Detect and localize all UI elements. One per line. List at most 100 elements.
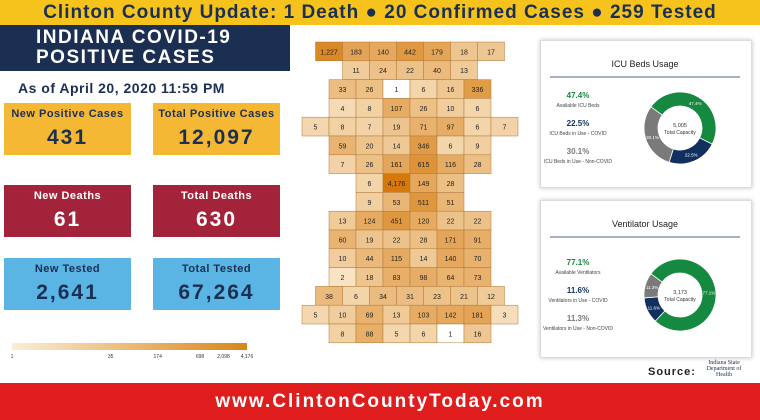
source-label: Source:	[648, 366, 696, 378]
county-label: 22	[447, 219, 455, 226]
county-label: 19	[393, 125, 401, 132]
county-label: 97	[447, 125, 455, 132]
legend-value: 22.5%	[567, 119, 590, 128]
county-label: 6	[368, 181, 372, 188]
as-of: As of April 20, 2020 11:59 PM	[18, 80, 225, 96]
banner: Clinton County Update: 1 Death ● 20 Conf…	[0, 0, 760, 25]
county-label: 442	[404, 49, 416, 56]
county-label: 115	[391, 256, 402, 263]
county-label: 70	[474, 256, 482, 263]
county-label: 44	[366, 256, 374, 263]
county-label: 6	[449, 143, 453, 150]
county-label: 73	[474, 275, 482, 282]
stat-box: Total Deaths 630	[153, 185, 280, 237]
county-label: 22	[474, 219, 482, 226]
county-label: 26	[420, 106, 428, 113]
county-label: 124	[364, 219, 376, 226]
county-label: 33	[339, 87, 347, 94]
donut-segment	[643, 106, 674, 163]
county-label: 16	[474, 331, 482, 338]
county-label: 7	[503, 125, 507, 132]
county-label: 5	[314, 313, 318, 320]
segment-label: 77.1%	[702, 290, 715, 295]
donut-segment	[668, 137, 713, 165]
segment-label: 11.3%	[646, 285, 658, 290]
donut-total: 5,005	[673, 123, 687, 129]
county-label: 11	[352, 68, 359, 75]
county-label: 6	[354, 294, 358, 301]
county-label: 21	[460, 294, 468, 301]
county-label: 59	[339, 143, 347, 150]
county-label: 5	[395, 331, 399, 338]
stat-box: New Tested 2,641	[4, 258, 131, 310]
county-label: 13	[460, 68, 468, 75]
county-label: 12	[487, 294, 495, 301]
county-label: 142	[445, 313, 457, 320]
legend-value: 30.1%	[567, 147, 590, 156]
county-label: 7	[341, 162, 345, 169]
county-label: 346	[418, 143, 430, 150]
county-label: 6	[476, 125, 480, 132]
stat-value: 12,097	[178, 126, 255, 149]
county-label: 140	[377, 49, 389, 56]
stat-box: New Deaths 61	[4, 185, 131, 237]
county-label: 615	[418, 162, 430, 169]
county	[490, 116, 519, 137]
county-label: 16	[447, 87, 455, 94]
legend-tick: 1	[11, 354, 14, 360]
donut-total: 3,173	[673, 290, 687, 296]
stat-value: 67,264	[178, 281, 255, 304]
legend-value: 77.1%	[567, 258, 590, 267]
county-label: 116	[445, 162, 456, 169]
county-label: 140	[445, 256, 457, 263]
county	[490, 304, 519, 325]
county-label: 28	[420, 237, 428, 244]
county-label: 2	[341, 275, 345, 282]
card	[540, 40, 752, 188]
county-label: 28	[447, 181, 455, 188]
source-org: Indiana State Department of Health	[706, 360, 742, 378]
county-label: 9	[368, 200, 372, 207]
county-label: 9	[476, 143, 480, 150]
segment-label: 30.1%	[646, 135, 659, 140]
legend-tick: 698	[196, 354, 205, 360]
county-label: 19	[366, 237, 374, 244]
county-label: 336	[472, 87, 484, 94]
county-label: 10	[339, 256, 347, 263]
county-label: 14	[420, 256, 428, 263]
county	[463, 154, 492, 174]
county-label: 31	[406, 294, 414, 301]
county-label: 6	[422, 87, 426, 94]
county-label: 8	[341, 125, 345, 132]
county-label: 64	[447, 275, 455, 282]
county-label: 18	[366, 275, 374, 282]
county-label: 451	[391, 219, 403, 226]
county-label: 98	[420, 275, 428, 282]
county-label: 1,227	[320, 49, 338, 56]
county-label: 22	[393, 237, 401, 244]
stat-box: Total Positive Cases 12,097	[153, 103, 280, 155]
stat-label: Total Deaths	[180, 190, 253, 202]
county-label: 107	[391, 106, 403, 113]
county-label: 1	[449, 331, 453, 338]
legend-label: Ventilators in Use - Non-COVID	[543, 326, 613, 332]
legend-label: ICU Beds in Use - COVID	[549, 131, 607, 137]
header: INDIANA COVID-19 POSITIVE CASES	[0, 25, 290, 71]
county-label: 53	[393, 200, 401, 207]
title: POSITIVE CASES	[36, 47, 216, 68]
legend-label: Ventilators in Use - COVID	[548, 298, 608, 304]
stat-box: New Positive Cases 431	[4, 103, 131, 155]
county-label: 171	[445, 237, 457, 244]
county-label: 161	[391, 162, 403, 169]
county-label: 13	[393, 313, 401, 320]
county-label: 6	[422, 331, 426, 338]
donut-total-label: Total Capacity	[664, 130, 696, 136]
stat-value: 2,641	[36, 281, 99, 304]
county-label: 28	[474, 162, 482, 169]
card-title: Ventilator Usage	[612, 219, 678, 229]
legend-label: ICU Beds in Use - Non-COVID	[544, 159, 612, 165]
footer: www.ClintonCountyToday.com	[0, 383, 760, 420]
county-label: 26	[366, 162, 374, 169]
county-label: 23	[433, 294, 441, 301]
